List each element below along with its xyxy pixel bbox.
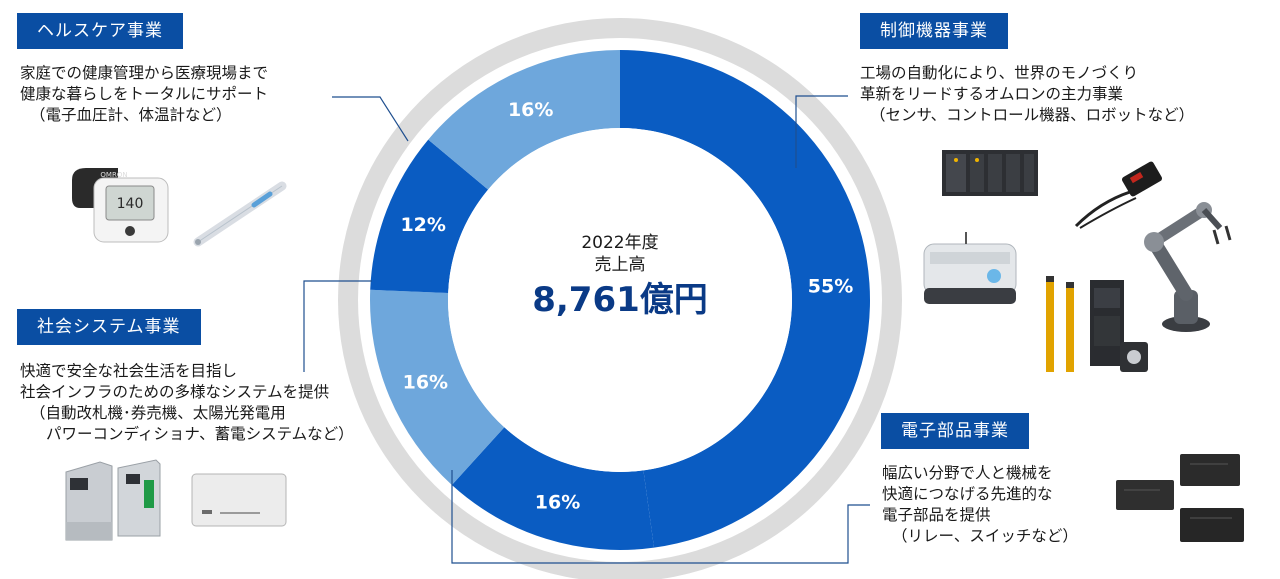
segment-title-electronic: 電子部品事業 [881,413,1029,449]
light-curtain-image [1046,276,1074,372]
robot-arm-image [1144,202,1232,332]
desc-line: 健康な暮らしをトータルにサポート [20,85,269,103]
power-conditioner-image [191,473,287,527]
ticket-gate-image [65,459,161,541]
segment-desc-healthcare: 家庭での健康管理から医療現場まで 健康な暮らしをトータルにサポート （電子血圧計… [20,63,268,126]
fiber-sensor-image [1074,161,1162,229]
donut-slice-3 [370,289,505,486]
desc-line: 工場の自動化により、世界のモノづくり [860,64,1139,82]
desc-line: 快適で安全な社会生活を目指し [20,362,238,380]
relay-components-image [1116,454,1244,542]
blood-pressure-monitor-image: 140 OMRON [72,168,169,243]
slice-percent-label: 12% [400,214,445,236]
plc-controller-image [942,150,1038,196]
desc-line: 電子部品を提供 [882,506,991,524]
desc-line: 家庭での健康管理から医療現場まで [20,64,269,82]
slice-percent-label: 16% [535,492,580,514]
bp-monitor-brand: OMRON [100,171,127,179]
segment-desc-electronic: 幅広い分野で人と機械を 快適につなげる先進的な 電子部品を提供 （リレー、スイッ… [882,463,1078,547]
slice-percent-label: 16% [508,99,553,121]
leader-line-social [303,280,372,372]
desc-line: （電子血圧計、体温計など） [30,106,232,124]
segment-desc-control: 工場の自動化により、世界のモノづくり 革新をリードするオムロンの主力事業 （セン… [860,63,1194,126]
leader-line-electronic [451,470,870,564]
desc-line: （自動改札機･券売機、太陽光発電用 [30,404,286,422]
slice-percent-label: 55% [808,276,853,298]
desc-line: パワーコンディショナ、蓄電システムなど） [46,425,354,443]
desc-line: （リレー、スイッチなど） [892,527,1078,545]
segment-title-healthcare: ヘルスケア事業 [17,13,183,49]
thermometer-image [193,181,287,247]
donut-center-text: 2022年度 売上高 8,761億円 [520,232,720,322]
donut-hole [448,128,792,472]
donut-slice-1 [620,50,871,548]
center-year: 2022年度 [581,233,659,253]
segment-title-control: 制御機器事業 [860,13,1008,49]
mobile-robot-image [923,232,1017,304]
desc-line: 幅広い分野で人と機械を [882,464,1053,482]
center-label: 売上高 [594,255,646,275]
leader-line-control [795,95,848,168]
donut-slice-4 [370,139,489,293]
slice-percent-label: 16% [403,371,448,393]
bp-monitor-reading: 140 [117,196,144,212]
segment-title-social: 社会システム事業 [17,309,201,345]
donut-slice-2 [451,427,655,551]
desc-line: 快適につなげる先進的な [882,485,1053,503]
donut-slice-5 [428,50,620,190]
desc-line: 革新をリードするオムロンの主力事業 [860,85,1124,103]
desc-line: 社会インフラのための多様なシステムを提供 [20,383,330,401]
center-total: 8,761億円 [532,280,708,320]
segment-desc-social: 快適で安全な社会生活を目指し 社会インフラのための多様なシステムを提供 （自動改… [20,361,354,445]
leader-line-healthcare [332,96,409,142]
servo-drive-image [1090,280,1148,372]
desc-line: （センサ、コントロール機器、ロボットなど） [870,106,1195,124]
